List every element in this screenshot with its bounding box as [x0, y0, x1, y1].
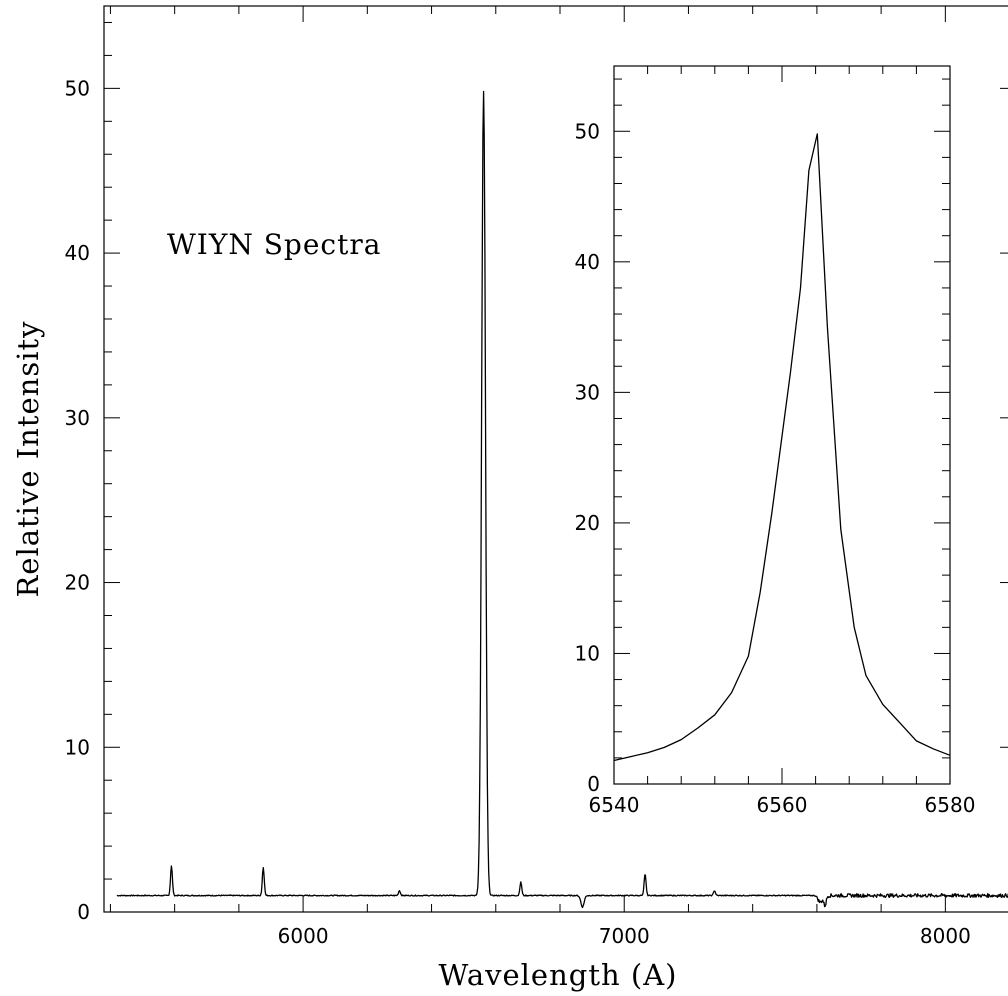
inset-background: [614, 66, 950, 784]
main-spectrum-line: [116, 90, 1008, 909]
inset-x-tick-label: 6540: [589, 793, 640, 817]
main-y-tick-label: 0: [77, 900, 90, 924]
inset-y-tick-label: 40: [575, 250, 600, 274]
main-y-tick-label: 20: [65, 571, 90, 595]
chart-annotation: WIYN Spectra: [167, 228, 381, 261]
inset-halpha-line: [613, 133, 951, 762]
main-x-tick-label: 6000: [278, 924, 329, 948]
main-y-tick-label: 50: [65, 76, 90, 100]
inset-y-tick-label: 0: [587, 772, 600, 796]
inset-chart: 0 10 20 30 40 50 6540 6560 6580: [575, 65, 976, 817]
main-x-tick-label: 8000: [920, 924, 971, 948]
inset-y-tick-label: 10: [575, 641, 600, 665]
main-chart: 0 10 20 30 40 50 6000 7000 8000 WIYN Spectra Wav…: [11, 5, 1008, 992]
main-y-tick-label: 40: [65, 241, 90, 265]
inset-y-tick-label: 30: [575, 380, 600, 404]
main-y-tick-label: 30: [65, 406, 90, 430]
y-axis-title: Relative Intensity: [11, 320, 45, 597]
inset-y-tick-label: 20: [575, 511, 600, 535]
inset-axis-ticks: [613, 66, 951, 785]
main-axis-ticks: [104, 6, 1008, 913]
inset-x-tick-label: 6580: [925, 793, 976, 817]
main-y-tick-label: 10: [65, 735, 90, 759]
inset-y-tick-label: 50: [575, 119, 600, 143]
main-x-tick-label: 7000: [599, 924, 650, 948]
main-axis-tick-labels: 0 10 20 30 40 50 6000 7000 8000: [65, 76, 971, 948]
inset-axis-tick-labels: 0 10 20 30 40 50 6540 6560 6580: [575, 119, 976, 817]
inset-x-tick-label: 6560: [757, 793, 808, 817]
x-axis-title: Wavelength (A): [439, 958, 678, 992]
